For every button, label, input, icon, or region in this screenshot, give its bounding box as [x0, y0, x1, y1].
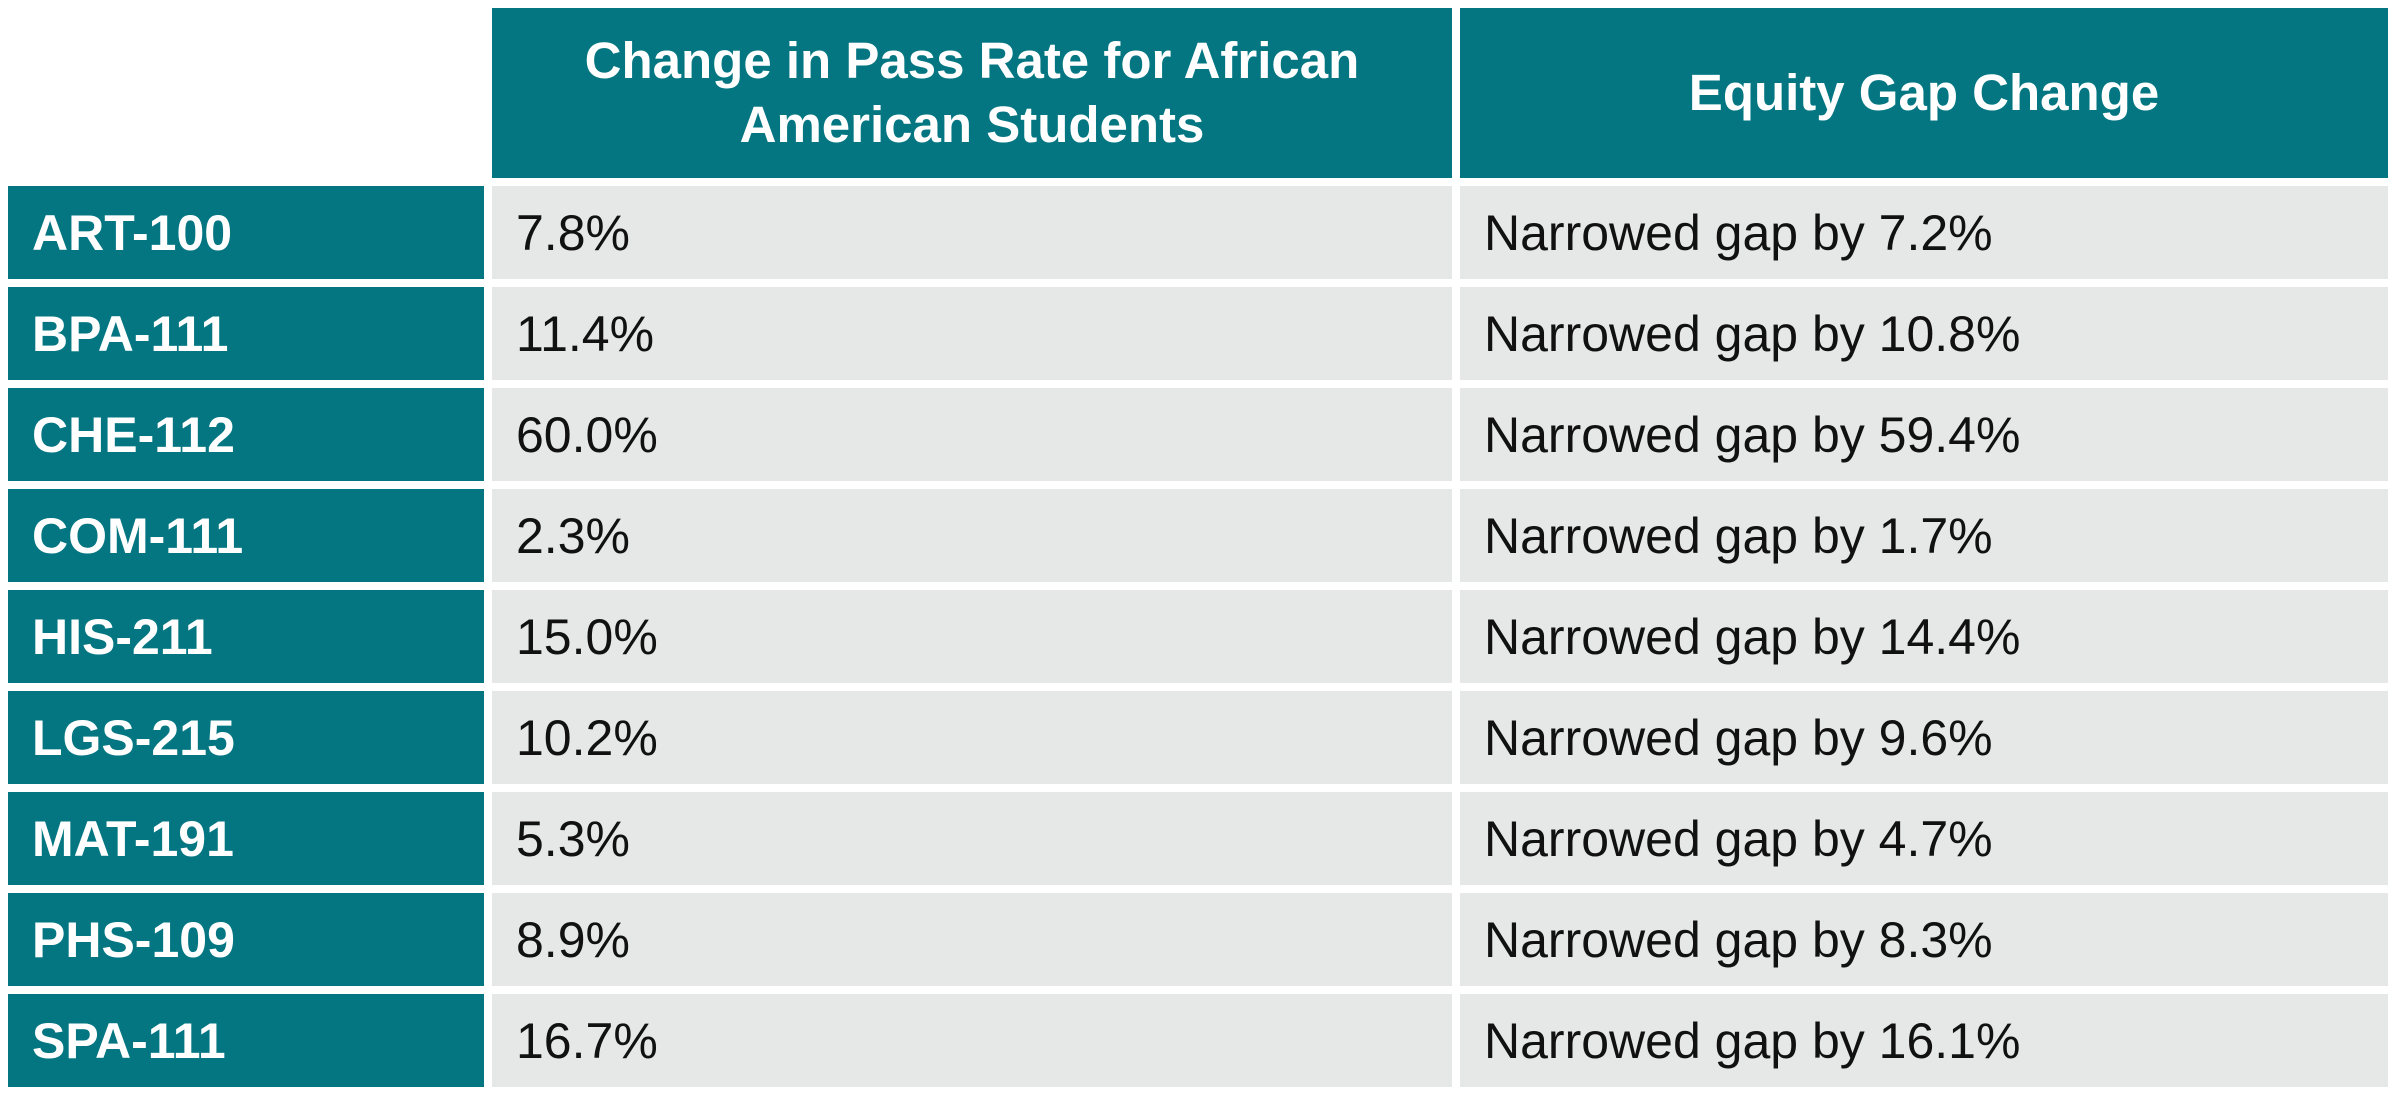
column-header-equity-gap-change: Equity Gap Change: [1460, 8, 2388, 178]
row-header-course: LGS-215: [8, 691, 484, 784]
row-header-course: CHE-112: [8, 388, 484, 481]
cell-pass-rate-change: 15.0%: [492, 590, 1452, 683]
row-header-course: HIS-211: [8, 590, 484, 683]
cell-pass-rate-change: 11.4%: [492, 287, 1452, 380]
row-header-course: ART-100: [8, 186, 484, 279]
row-header-course: PHS-109: [8, 893, 484, 986]
row-header-course: COM-111: [8, 489, 484, 582]
table-corner: [8, 8, 484, 178]
data-table: Change in Pass Rate for African American…: [8, 8, 2388, 1087]
cell-equity-gap-change: Narrowed gap by 16.1%: [1460, 994, 2388, 1087]
cell-pass-rate-change: 5.3%: [492, 792, 1452, 885]
cell-equity-gap-change: Narrowed gap by 7.2%: [1460, 186, 2388, 279]
cell-equity-gap-change: Narrowed gap by 1.7%: [1460, 489, 2388, 582]
cell-equity-gap-change: Narrowed gap by 4.7%: [1460, 792, 2388, 885]
cell-equity-gap-change: Narrowed gap by 14.4%: [1460, 590, 2388, 683]
row-header-course: MAT-191: [8, 792, 484, 885]
cell-pass-rate-change: 2.3%: [492, 489, 1452, 582]
cell-equity-gap-change: Narrowed gap by 59.4%: [1460, 388, 2388, 481]
cell-pass-rate-change: 8.9%: [492, 893, 1452, 986]
cell-pass-rate-change: 10.2%: [492, 691, 1452, 784]
cell-pass-rate-change: 16.7%: [492, 994, 1452, 1087]
cell-pass-rate-change: 60.0%: [492, 388, 1452, 481]
row-header-course: BPA-111: [8, 287, 484, 380]
cell-pass-rate-change: 7.8%: [492, 186, 1452, 279]
cell-equity-gap-change: Narrowed gap by 10.8%: [1460, 287, 2388, 380]
row-header-course: SPA-111: [8, 994, 484, 1087]
column-header-pass-rate-change: Change in Pass Rate for African American…: [492, 8, 1452, 178]
cell-equity-gap-change: Narrowed gap by 9.6%: [1460, 691, 2388, 784]
cell-equity-gap-change: Narrowed gap by 8.3%: [1460, 893, 2388, 986]
